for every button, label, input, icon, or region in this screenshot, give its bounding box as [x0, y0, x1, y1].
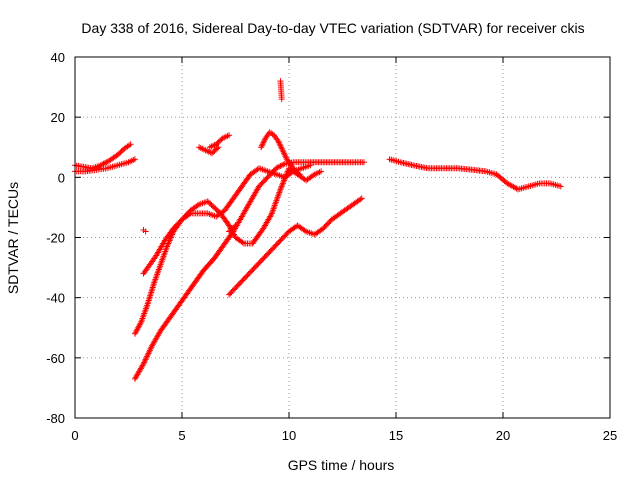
data-point — [296, 171, 303, 178]
data-point — [142, 228, 149, 235]
x-tick-label: 25 — [603, 428, 617, 443]
data-points — [72, 78, 564, 382]
chart-title: Day 338 of 2016, Sidereal Day-to-day VTE… — [81, 20, 584, 36]
x-tick-label: 20 — [496, 428, 510, 443]
data-point — [307, 162, 314, 169]
data-point — [232, 222, 239, 229]
y-tick-label: -60 — [46, 351, 65, 366]
data-point — [357, 196, 364, 203]
data-point — [280, 161, 287, 168]
data-point — [360, 159, 367, 166]
y-axis-label: SDTVAR / TECUs — [5, 182, 21, 294]
data-point — [318, 168, 325, 175]
tick-labels: 0 5 10 15 20 25 -80 -60 -40 -20 0 20 40 — [46, 50, 617, 443]
y-tick-label: 0 — [58, 170, 65, 185]
y-tick-label: -40 — [46, 291, 65, 306]
y-tick-label: -80 — [46, 411, 65, 426]
grid-lines — [75, 57, 610, 418]
data-point — [131, 156, 138, 163]
data-point — [231, 223, 238, 230]
data-point — [127, 141, 134, 148]
x-tick-label: 15 — [389, 428, 403, 443]
y-tick-label: 40 — [51, 50, 65, 65]
data-point — [214, 145, 221, 152]
data-point — [301, 227, 308, 234]
data-point — [226, 132, 233, 139]
data-point — [310, 172, 317, 179]
y-tick-label: -20 — [46, 231, 65, 246]
data-point — [194, 202, 201, 209]
data-point — [358, 195, 365, 202]
data-point — [239, 239, 246, 246]
axis-ticks — [74, 56, 611, 419]
x-tick-label: 10 — [282, 428, 296, 443]
data-point — [557, 183, 564, 190]
x-tick-label: 5 — [178, 428, 185, 443]
data-point — [295, 170, 302, 177]
y-tick-label: 20 — [51, 110, 65, 125]
x-tick-label: 0 — [71, 428, 78, 443]
data-point — [215, 144, 222, 151]
x-axis-label: GPS time / hours — [288, 457, 395, 473]
data-point — [278, 96, 285, 103]
